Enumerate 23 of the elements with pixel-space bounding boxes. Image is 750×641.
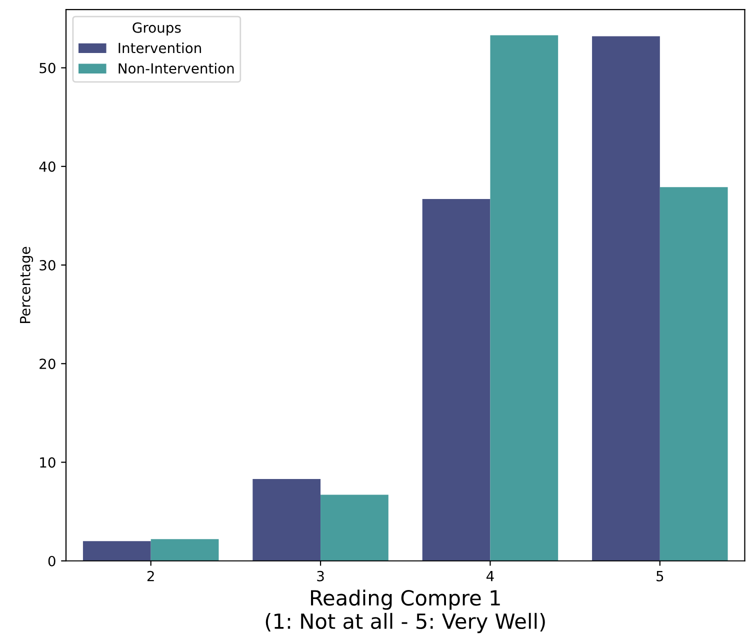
x-tick-label: 3 [317, 570, 324, 582]
y-tick-label: 30 [40, 260, 56, 271]
y-tick-label: 10 [40, 457, 56, 468]
bar [252, 479, 321, 561]
x-tick-label: 2 [147, 570, 154, 582]
bar [82, 541, 151, 561]
x-tick-label: 5 [656, 571, 664, 582]
bar [422, 198, 490, 561]
bar [490, 35, 558, 561]
bar [660, 187, 728, 561]
x-tick-label: 4 [486, 571, 494, 582]
y-tick-label: 50 [40, 62, 56, 74]
y-tick-label: 20 [40, 358, 56, 370]
x-axis-title: Reading Compre 1 (1: Not at all - 5: Very Well) [266, 590, 545, 634]
legend-title: Groups [132, 22, 181, 36]
y-tick-label: 40 [39, 161, 56, 172]
legend-label: Intervention [118, 42, 201, 54]
y-tick-label: 0 [48, 556, 56, 566]
bar [592, 36, 660, 561]
bar [320, 494, 388, 561]
bar [150, 539, 219, 561]
legend-label: Non-Intervention [118, 62, 234, 74]
y-axis-title: Percentage [20, 246, 34, 323]
